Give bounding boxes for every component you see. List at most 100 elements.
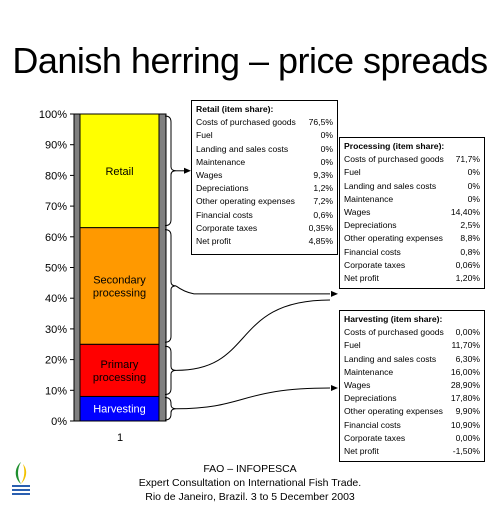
primary-connector bbox=[175, 299, 331, 371]
y-tick-label: 100% bbox=[39, 109, 67, 121]
processing-row: Financial costs 0,8% bbox=[344, 246, 480, 259]
processing-arrow-icon bbox=[331, 290, 338, 297]
processing-item-value: 0% bbox=[467, 193, 480, 204]
processing-row: Corporate taxes 0,06% bbox=[344, 259, 480, 272]
processing-row: Net profit 1,20% bbox=[344, 272, 480, 285]
processing-box-title: Processing (item share): bbox=[344, 141, 445, 151]
harvesting-row: Other operating expenses 9,90% bbox=[344, 405, 480, 418]
processing-item-value: 0% bbox=[467, 180, 480, 191]
processing-row: Fuel 0% bbox=[344, 166, 480, 179]
processing-row: Landing and sales costs 0% bbox=[344, 180, 480, 193]
processing-item-label: Landing and sales costs bbox=[344, 180, 437, 191]
retail-item-label: Costs of purchased goods bbox=[196, 117, 296, 128]
retail-row: Wages 9,3% bbox=[196, 169, 333, 182]
harvesting-item-label: Net profit bbox=[344, 446, 379, 457]
processing-item-value: 71,7% bbox=[455, 154, 480, 165]
retail-item-value: 9,3% bbox=[313, 170, 333, 181]
y-tick-label: 50% bbox=[45, 263, 67, 275]
processing-item-label: Other operating expenses bbox=[344, 233, 443, 244]
harvesting-arrow-icon bbox=[331, 385, 338, 391]
retail-item-label: Maintenance bbox=[196, 156, 246, 167]
retail-item-label: Net profit bbox=[196, 236, 231, 247]
processing-item-label: Depreciations bbox=[344, 220, 397, 231]
processing-item-label: Financial costs bbox=[344, 246, 401, 257]
segment-label: processing bbox=[93, 372, 146, 384]
segment-label: processing bbox=[93, 287, 146, 299]
segment-label: Retail bbox=[105, 166, 133, 178]
retail-item-value: 0% bbox=[320, 156, 333, 167]
harvesting-item-value: 16,00% bbox=[450, 366, 480, 377]
secondary-brace bbox=[164, 229, 177, 343]
harvesting-item-label: Maintenance bbox=[344, 366, 394, 377]
retail-item-label: Corporate taxes bbox=[196, 222, 258, 233]
harvesting-row: Landing and sales costs 6,30% bbox=[344, 353, 480, 366]
fao-infopesca-logo-icon bbox=[12, 462, 30, 495]
bar-segment-secondary-processing bbox=[79, 227, 160, 345]
retail-item-label: Fuel bbox=[196, 130, 213, 141]
harvesting-item-label: Financial costs bbox=[344, 419, 401, 430]
processing-item-value: 0% bbox=[467, 167, 480, 178]
retail-row: Costs of purchased goods 76,5% bbox=[196, 116, 333, 129]
processing-item-label: Costs of purchased goods bbox=[344, 154, 444, 165]
harvesting-item-share-box: Harvesting (item share): Costs of purcha… bbox=[339, 310, 485, 462]
harvesting-row: Financial costs 10,90% bbox=[344, 419, 480, 432]
retail-item-value: 0% bbox=[320, 130, 333, 141]
page-title: Danish herring – price spreads bbox=[12, 40, 488, 81]
harvesting-item-value: 6,30% bbox=[455, 353, 480, 364]
retail-item-value: 7,2% bbox=[313, 196, 333, 207]
retail-item-share-box: Retail (item share): Costs of purchased … bbox=[191, 100, 338, 255]
retail-item-value: 76,5% bbox=[308, 117, 333, 128]
processing-row: Depreciations 2,5% bbox=[344, 219, 480, 232]
harvesting-item-value: 0,00% bbox=[455, 432, 480, 443]
bar-segment-retail bbox=[79, 113, 160, 229]
retail-item-label: Other operating expenses bbox=[196, 196, 295, 207]
processing-item-share-box: Processing (item share): Costs of purcha… bbox=[339, 137, 485, 289]
retail-row: Corporate taxes 0,35% bbox=[196, 222, 333, 235]
retail-row: Landing and sales costs 0% bbox=[196, 143, 333, 156]
y-tick-label: 80% bbox=[45, 170, 67, 182]
retail-item-label: Wages bbox=[196, 170, 223, 181]
harvesting-row: Costs of purchased goods 0,00% bbox=[344, 326, 480, 339]
harvesting-item-value: -1,50% bbox=[452, 446, 480, 457]
y-tick-label: 30% bbox=[45, 324, 67, 336]
processing-row: Maintenance 0% bbox=[344, 193, 480, 206]
harvesting-item-value: 17,80% bbox=[450, 393, 480, 404]
retail-arrow-icon bbox=[184, 167, 191, 174]
processing-item-label: Wages bbox=[344, 207, 371, 218]
bar-stack bbox=[73, 113, 167, 422]
retail-item-value: 0,6% bbox=[313, 209, 333, 220]
retail-item-value: 0,35% bbox=[308, 222, 333, 233]
harvesting-brace bbox=[164, 396, 177, 421]
bar-segment-primary-processing bbox=[79, 343, 160, 397]
footer-venue-date: Rio de Janeiro, Brazil. 3 to 5 December … bbox=[145, 491, 355, 503]
harvesting-row: Corporate taxes 0,00% bbox=[344, 432, 480, 445]
harvesting-item-label: Landing and sales costs bbox=[344, 353, 437, 364]
y-tick-label: 20% bbox=[45, 355, 67, 367]
footer-organisations: FAO – INFOPESCA bbox=[203, 463, 297, 475]
processing-item-value: 0,06% bbox=[455, 259, 480, 270]
harvesting-item-value: 28,90% bbox=[450, 380, 480, 391]
processing-item-value: 2,5% bbox=[460, 220, 480, 231]
x-tick-label: 1 bbox=[117, 432, 123, 444]
processing-connector bbox=[175, 285, 330, 295]
retail-item-label: Depreciations bbox=[196, 183, 249, 194]
retail-row: Financial costs 0,6% bbox=[196, 209, 333, 222]
retail-row: Fuel 0% bbox=[196, 129, 333, 142]
bar-segment-harvesting bbox=[79, 395, 160, 422]
harvesting-item-value: 11,70% bbox=[451, 340, 480, 351]
retail-brace bbox=[164, 115, 177, 227]
y-axis: 0% 10% 20% 30% 40% 50% 60% 70% 80% 90% 100% 1 bbox=[39, 109, 166, 444]
retail-item-label: Landing and sales costs bbox=[196, 143, 289, 154]
footer: FAO – INFOPESCA Expert Consultation on I… bbox=[120, 462, 380, 504]
harvesting-row: Wages 28,90% bbox=[344, 379, 480, 392]
harvesting-item-value: 9,90% bbox=[455, 406, 480, 417]
retail-item-value: 0% bbox=[320, 143, 333, 154]
footer-event: Expert Consultation on International Fis… bbox=[138, 477, 362, 489]
retail-row: Maintenance 0% bbox=[196, 156, 333, 169]
primary-brace bbox=[164, 345, 177, 395]
processing-item-value: 14,40% bbox=[450, 207, 480, 218]
harvesting-row: Maintenance 16,00% bbox=[344, 366, 480, 379]
processing-item-value: 0,8% bbox=[460, 246, 480, 257]
harvesting-item-label: Costs of purchased goods bbox=[344, 327, 444, 338]
